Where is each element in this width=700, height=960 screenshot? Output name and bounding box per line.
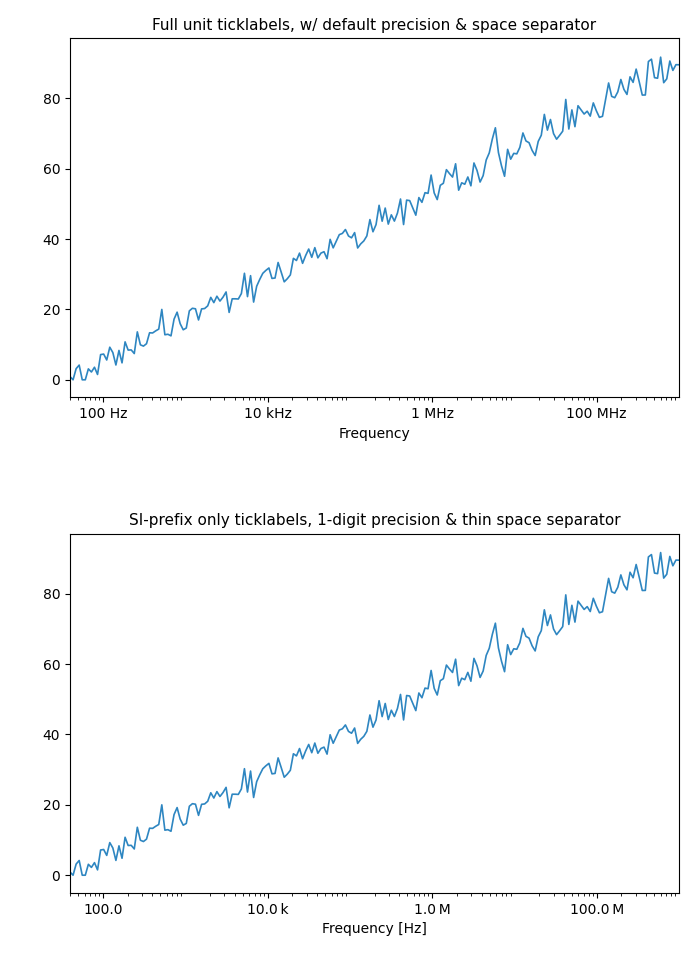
X-axis label: Frequency: Frequency xyxy=(339,426,410,441)
Title: Full unit ticklabels, w/ default precision & space separator: Full unit ticklabels, w/ default precisi… xyxy=(153,18,596,33)
Title: SI-prefix only ticklabels, 1-digit precision & thin space separator: SI-prefix only ticklabels, 1-digit preci… xyxy=(129,514,620,528)
X-axis label: Frequency [Hz]: Frequency [Hz] xyxy=(322,922,427,936)
